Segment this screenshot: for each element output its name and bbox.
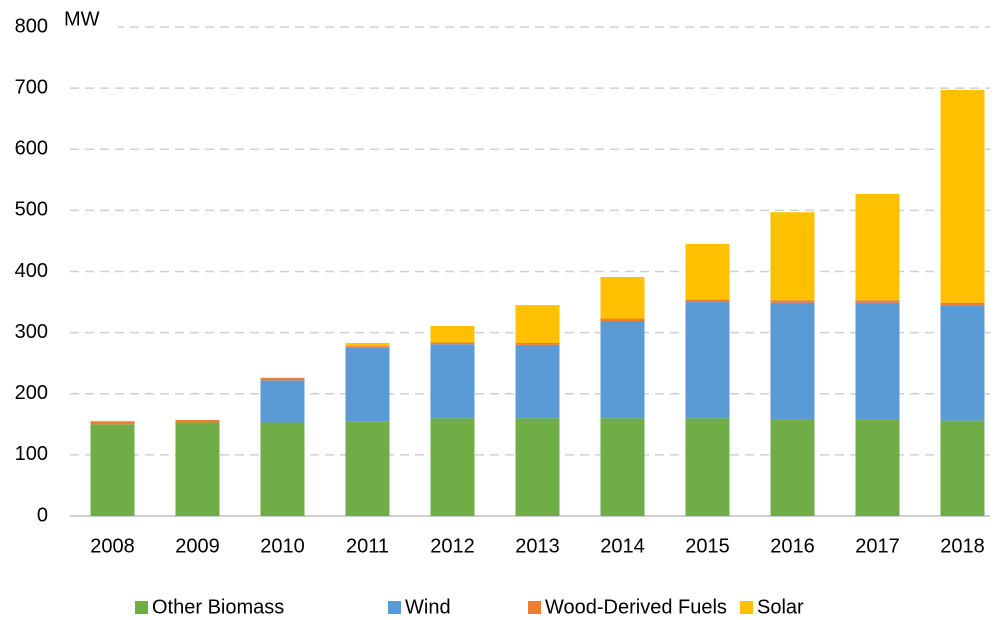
legend-label: Wood-Derived Fuels [545,596,727,618]
y-tick-label: 800 [15,15,48,37]
bar-segment [430,325,475,343]
bar-segment [855,302,900,420]
legend-swatch [528,601,541,614]
y-tick-label: 400 [15,260,48,282]
x-tick-label: 2008 [90,535,135,557]
y-tick-label: 700 [15,76,48,98]
y-tick-label: 600 [15,138,48,160]
bar-segment [515,344,560,419]
bar-segment [600,418,645,516]
bar-segment [345,347,390,422]
bar-segment [855,419,900,516]
x-tick-label: 2009 [175,535,220,557]
bar-segment [770,419,815,516]
bar-segment [600,318,645,322]
bar-segment [515,418,560,516]
bar-segment [175,422,220,516]
legend-swatch [740,601,753,614]
y-tick-label: 300 [15,321,48,343]
x-tick-label: 2017 [855,535,900,557]
bar-segment [685,243,730,300]
bar-segment [430,344,475,419]
bar-segment [940,305,985,421]
y-tick-label: 100 [15,443,48,465]
bar-segment [345,346,390,348]
bar-segment [685,418,730,516]
bar-segment [855,193,900,301]
y-tick-label: 200 [15,382,48,404]
bar-segment [855,300,900,303]
y-axis-label: MW [64,8,100,30]
bar-segment [770,302,815,420]
bar-segment [260,380,305,423]
bar-segment [600,277,645,319]
x-tick-label: 2016 [770,535,815,557]
bar-segment [90,424,135,516]
y-tick-label: 500 [15,199,48,221]
legend-swatch [135,601,148,614]
bar-segment [90,421,135,425]
x-tick-label: 2011 [346,535,389,557]
bar-segment [940,302,985,306]
x-tick-label: 2012 [430,535,475,557]
bar-segment [430,342,475,345]
bar-segment [515,305,560,344]
bar-segment [685,302,730,419]
bar-segment [770,212,815,301]
legend-label: Solar [757,596,804,618]
bar-segment [345,421,390,516]
bar-segment [430,418,475,516]
bar-segment [515,343,560,345]
legend-label: Wind [405,596,451,618]
bar-segment [345,343,390,347]
legend-label: Other Biomass [152,596,284,618]
y-tick-label: 0 [37,504,48,526]
x-tick-label: 2015 [685,535,730,557]
bar-segment [685,299,730,303]
label-background [58,6,118,36]
x-tick-label: 2013 [515,535,560,557]
bar-segment [260,422,305,516]
x-tick-label: 2018 [940,535,985,557]
legend-swatch [388,601,401,614]
bar-segment [175,420,220,423]
bar-segment [770,300,815,303]
bar-segment [940,89,985,303]
x-tick-label: 2014 [600,535,645,557]
bar-segment [600,321,645,419]
bar-segment [260,377,305,381]
bar-segment [940,420,985,516]
x-tick-label: 2010 [260,535,305,557]
